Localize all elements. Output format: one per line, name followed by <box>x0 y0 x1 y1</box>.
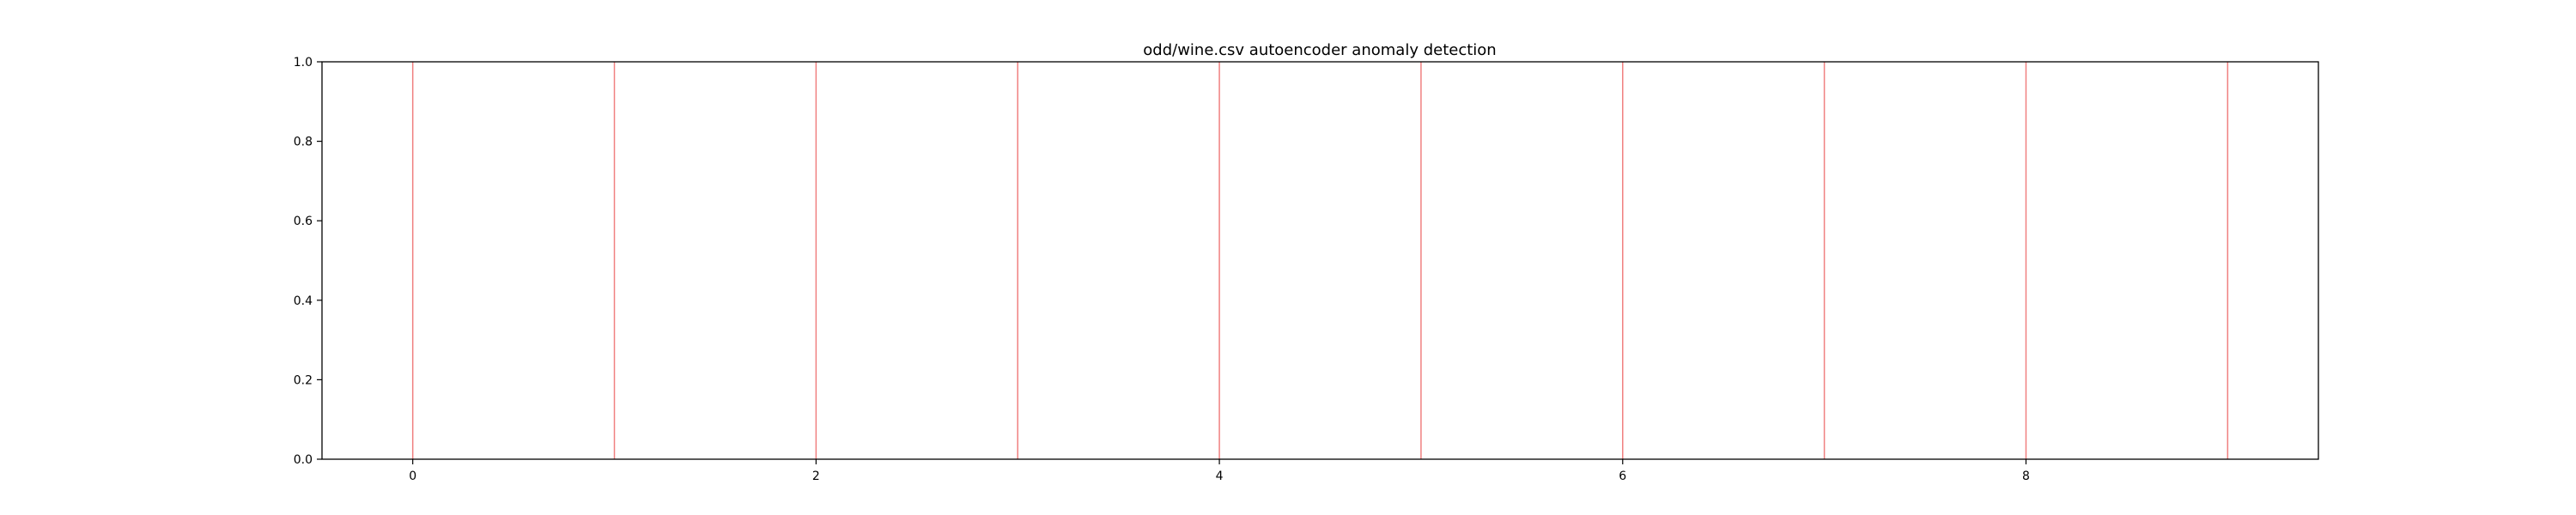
x-tick-label: 8 <box>2022 470 2030 483</box>
y-axis: 0.0 0.2 0.4 0.6 0.8 1.0 <box>294 56 322 467</box>
y-tick-label: 0.4 <box>294 294 313 308</box>
y-tick-label: 0.8 <box>294 136 313 149</box>
x-tick-label: 0 <box>409 470 416 483</box>
anomaly-lines <box>411 62 2229 459</box>
x-tick-label: 6 <box>1619 470 1626 483</box>
chart-title: odd/wine.csv autoencoder anomaly detecti… <box>1143 41 1496 59</box>
x-axis: 0 2 4 6 8 <box>409 459 2030 483</box>
x-tick-label: 2 <box>812 470 820 483</box>
y-tick-label: 1.0 <box>294 56 313 70</box>
x-tick-label: 4 <box>1216 470 1224 483</box>
plot-area <box>321 61 2319 460</box>
y-tick-label: 0.2 <box>294 373 313 387</box>
y-tick-label: 0.6 <box>294 215 313 228</box>
y-tick-label: 0.0 <box>294 453 313 467</box>
